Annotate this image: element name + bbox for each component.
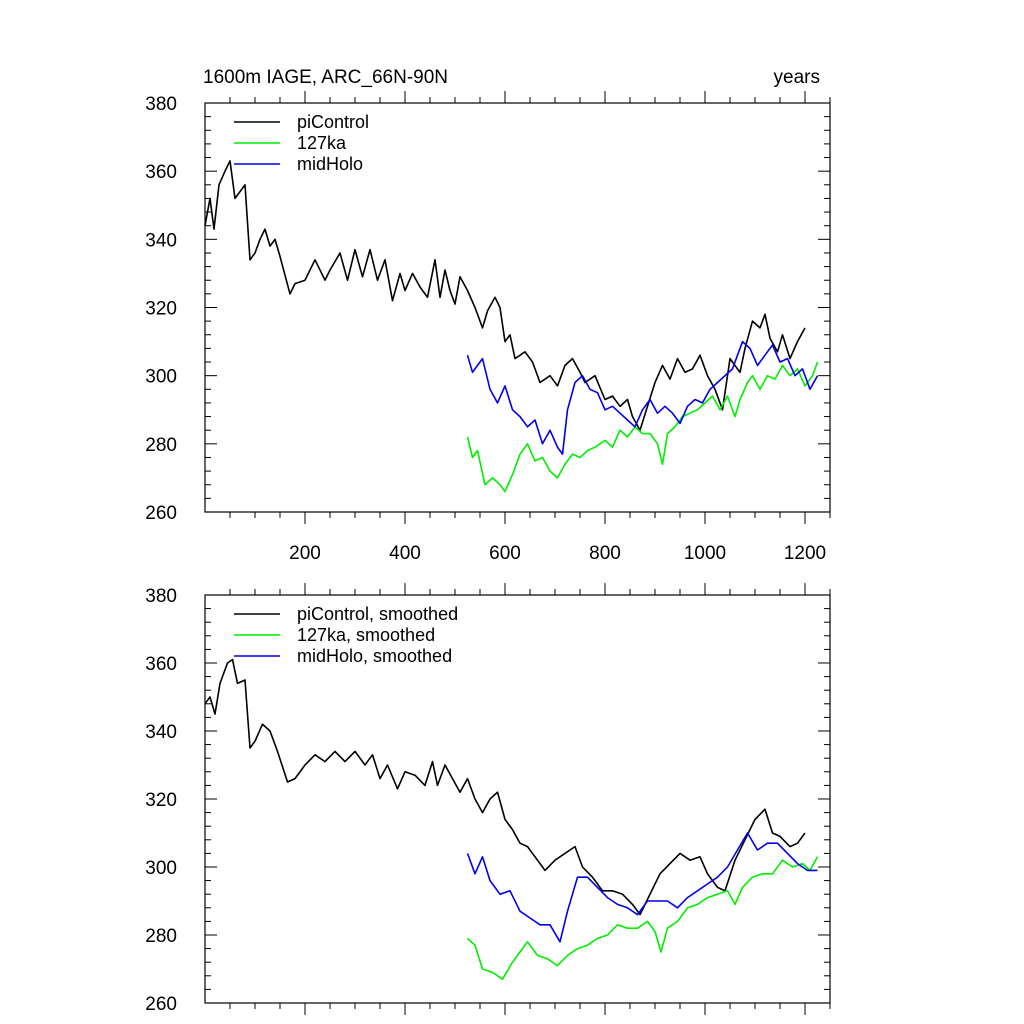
x-tick-label: 1200	[784, 543, 826, 564]
chart-title: 1600m IAGE, ARC_66N-90N	[203, 67, 448, 88]
x-tick-label: 600	[489, 543, 521, 564]
series-line-picontrol	[204, 160, 806, 431]
y-tick-label: 360	[145, 162, 177, 183]
y-tick-label: 340	[145, 230, 177, 251]
y-tick-label: 320	[145, 790, 177, 811]
series-line-127ka	[466, 361, 819, 493]
x-tick-label: 800	[589, 543, 621, 564]
series-line-127ka-smoothed	[466, 856, 819, 980]
y-tick-label: 360	[145, 654, 177, 675]
y-tick-label: 260	[145, 994, 177, 1015]
series-line-midholo	[466, 340, 819, 455]
legend-label: midHolo, smoothed	[297, 646, 452, 666]
legend-label: piControl	[297, 112, 369, 132]
legend-label: piControl, smoothed	[297, 604, 458, 624]
y-tick-label: 300	[145, 858, 177, 879]
units-label: years	[774, 67, 820, 88]
legend-label: 127ka, smoothed	[297, 625, 435, 645]
legend-label: 127ka	[297, 133, 347, 153]
bottom-panel: 260 280 300 320 340 360 380 piControl, smoothed…	[145, 583, 831, 1015]
top-panel: 260 280 300 320 340 360 380 200 400 600 800 1000 120…	[145, 91, 831, 564]
x-tick-label: 1000	[684, 543, 726, 564]
series-line-midholo-smoothed	[466, 832, 818, 943]
y-tick-label: 280	[145, 435, 177, 456]
legend-label: midHolo	[297, 154, 363, 174]
series-line-picontrol-smoothed	[204, 658, 806, 916]
y-tick-label: 320	[145, 299, 177, 320]
y-tick-label: 300	[145, 367, 177, 388]
x-tick-label: 200	[289, 543, 321, 564]
y-tick-label: 340	[145, 722, 177, 743]
y-tick-label: 380	[145, 94, 177, 115]
y-tick-label: 260	[145, 503, 177, 524]
y-tick-label: 280	[145, 926, 177, 947]
x-tick-label: 400	[389, 543, 421, 564]
y-tick-label: 380	[145, 586, 177, 607]
